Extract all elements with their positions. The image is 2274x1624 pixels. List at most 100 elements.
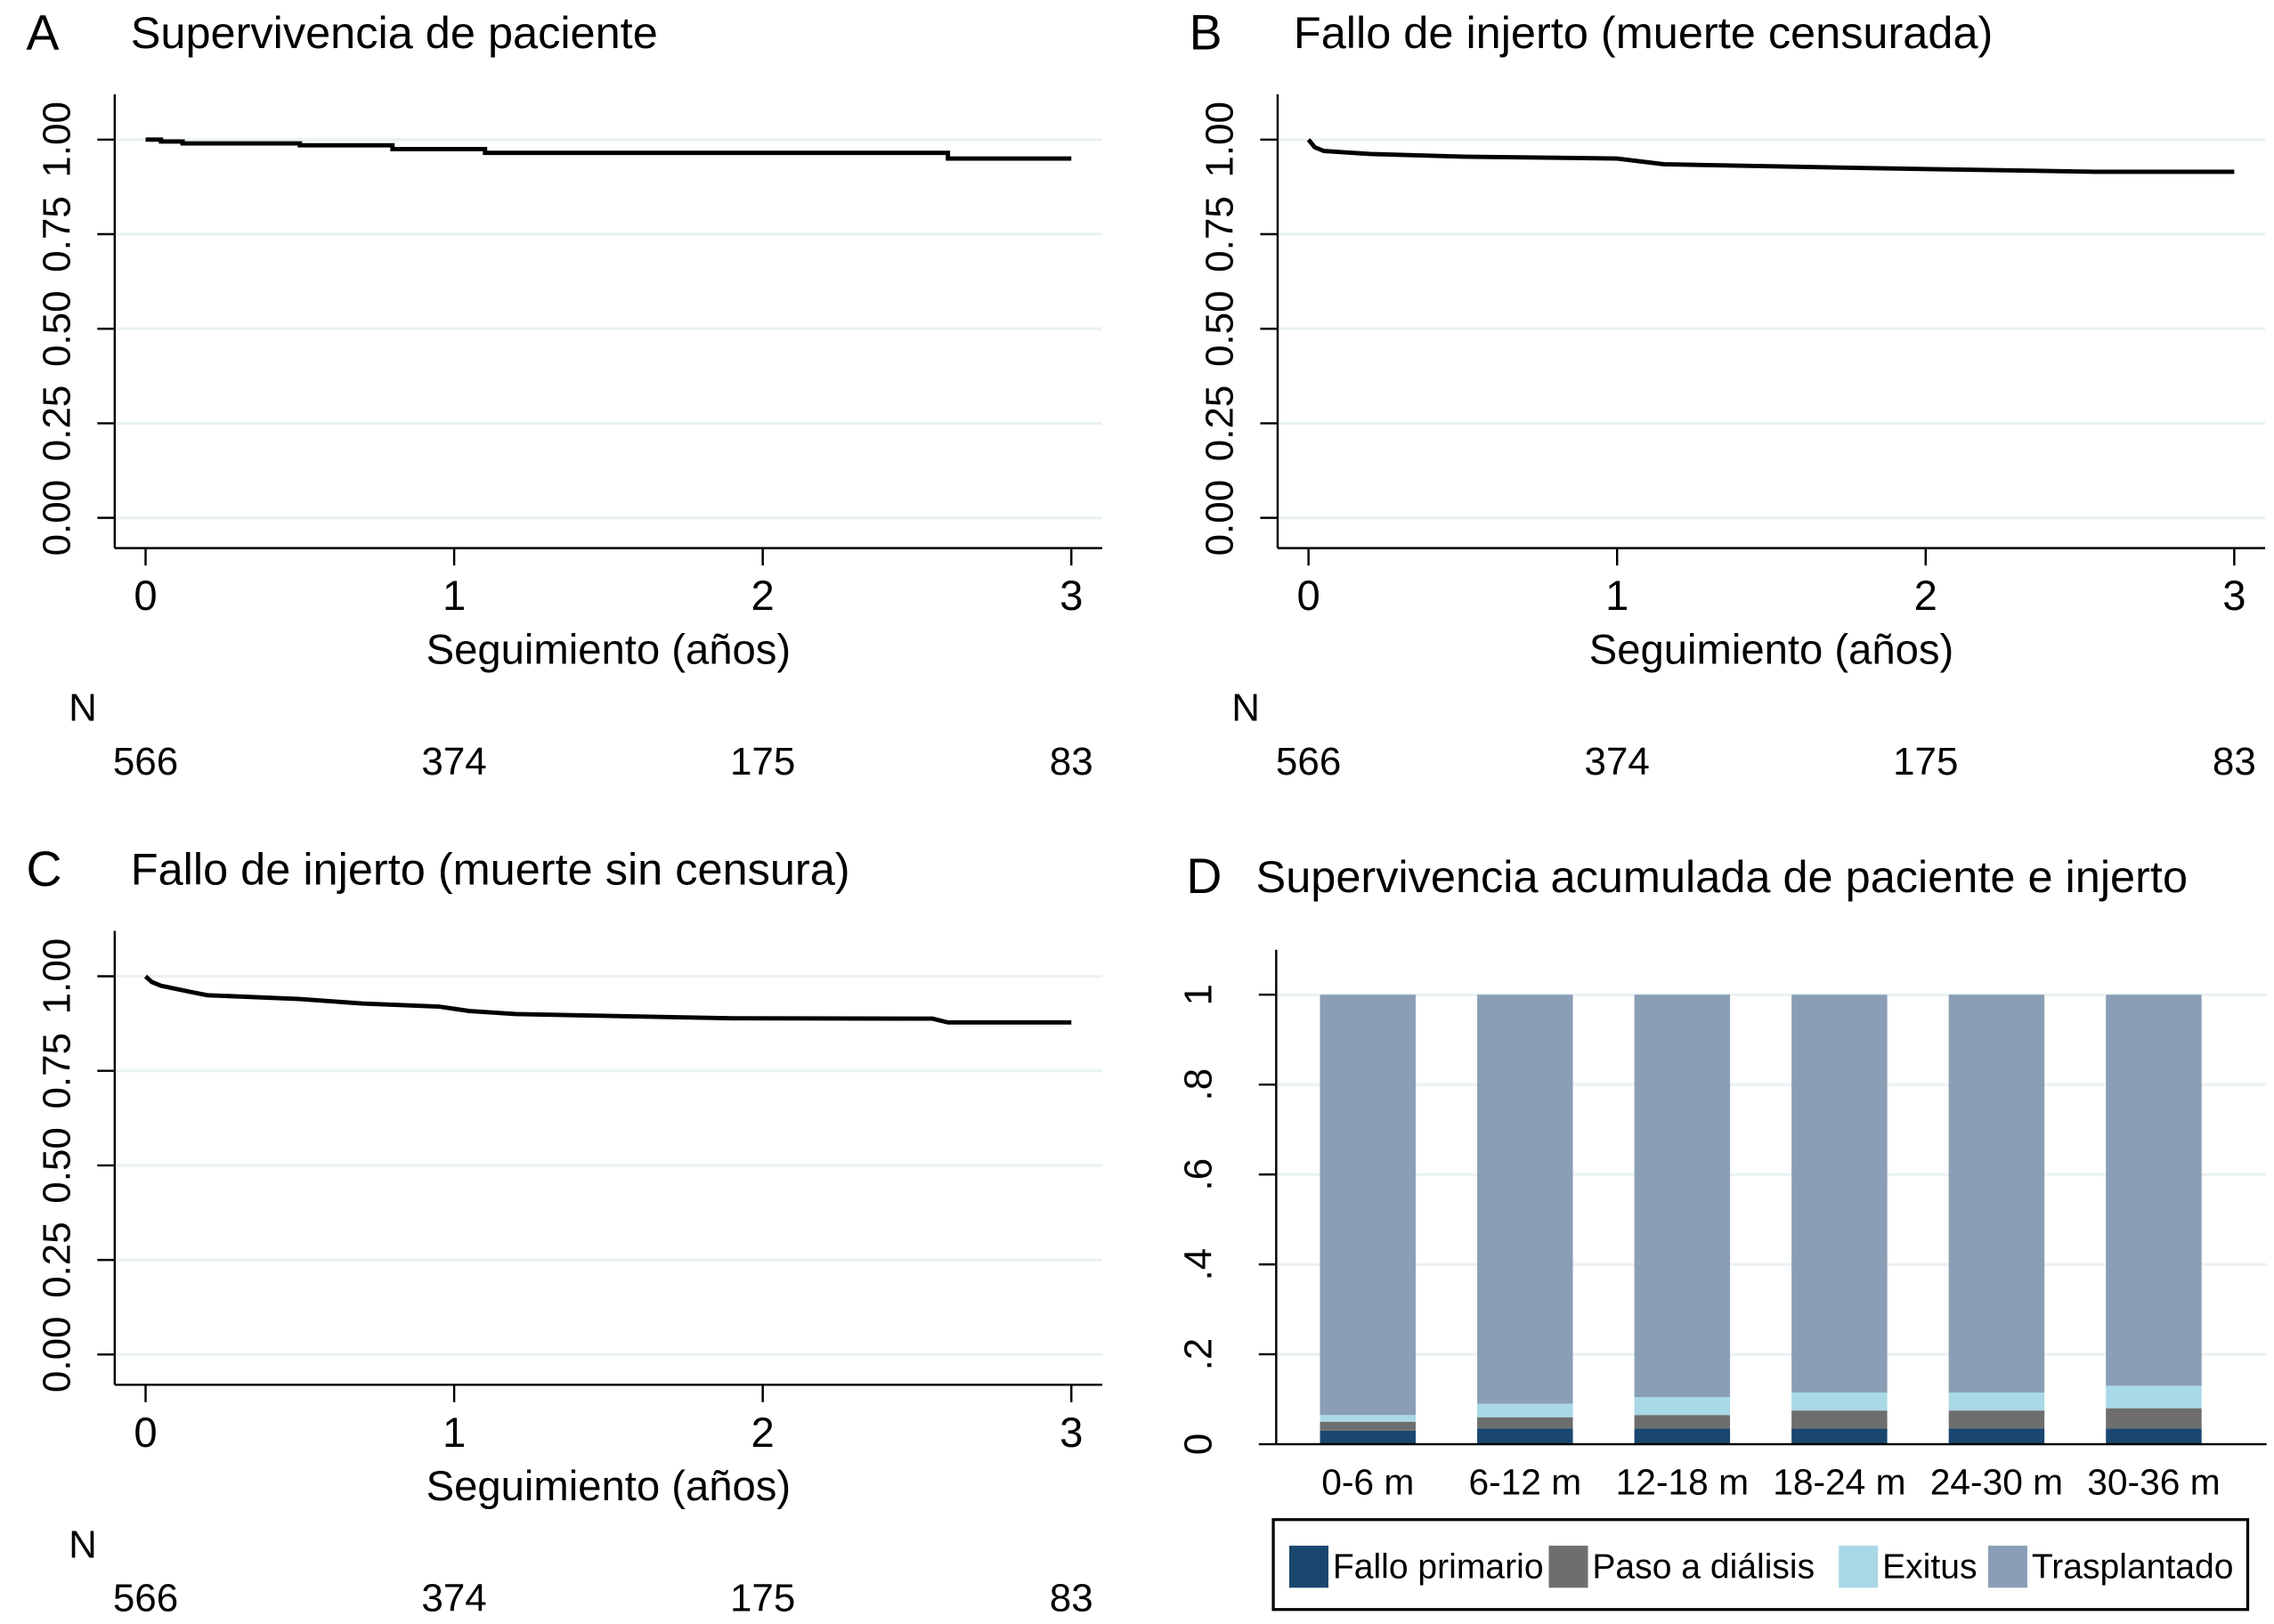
bar-segment: [1634, 1415, 1731, 1429]
bar-segment: [1791, 1392, 1888, 1411]
legend-label: Paso a diálisis: [1592, 1547, 1815, 1586]
legend-label: Trasplantado: [2032, 1547, 2234, 1586]
panel-label: C: [27, 841, 62, 897]
at-risk-value: 175: [730, 740, 795, 784]
at-risk-value: 83: [1050, 740, 1093, 784]
panel-label: D: [1186, 849, 1222, 904]
at-risk-value: 374: [421, 740, 486, 784]
x-tick-label: 12-18 m: [1616, 1461, 1749, 1502]
y-tick-label: 0.00: [1198, 480, 1242, 556]
y-tick-label: 0.75: [36, 196, 79, 272]
at-risk-value: 175: [1893, 740, 1958, 784]
bar-segment: [1320, 1415, 1417, 1422]
x-axis-title: Seguimiento (años): [1589, 626, 1953, 673]
panel-label: A: [27, 4, 60, 60]
y-tick-label: 0.25: [36, 386, 79, 462]
at-risk-label: N: [69, 1522, 97, 1566]
y-tick-label: 0.25: [1198, 386, 1242, 462]
bar-segment: [1948, 995, 2045, 1393]
at-risk-value: 175: [730, 1577, 795, 1620]
y-tick-label: 0: [1176, 1433, 1220, 1455]
at-risk-label: N: [69, 686, 97, 730]
x-tick-label: 0-6 m: [1321, 1461, 1414, 1502]
at-risk-value: 566: [113, 740, 178, 784]
chart-title: Fallo de injerto (muerte sin censura): [131, 844, 850, 895]
legend-swatch: [1289, 1546, 1328, 1588]
x-axis-title: Seguimiento (años): [426, 1463, 791, 1510]
bar-segment: [1634, 1428, 1731, 1445]
at-risk-label: N: [1231, 686, 1260, 730]
y-tick-label: 0.50: [36, 1127, 79, 1204]
survival-line: [1306, 138, 2235, 175]
bar-segment: [2106, 1408, 2202, 1429]
x-tick-label: 30-36 m: [2087, 1461, 2220, 1502]
bar-segment: [1477, 1403, 1573, 1417]
x-tick-label: 0: [134, 572, 157, 620]
bar-segment: [1477, 1417, 1573, 1429]
legend-swatch: [1548, 1546, 1588, 1588]
panel-label: B: [1190, 4, 1222, 60]
legend-label: Exitus: [1882, 1547, 1977, 1586]
x-tick-label: 1: [1605, 572, 1628, 620]
survival-line: [143, 974, 1072, 1025]
x-tick-label: 24-30 m: [1930, 1461, 2063, 1502]
bar-segment: [1948, 1392, 2045, 1411]
bar-segment: [2106, 1385, 2202, 1409]
x-tick-label: 3: [1060, 1409, 1083, 1457]
y-tick-label: 1.00: [36, 938, 79, 1015]
legend-swatch: [1987, 1546, 2027, 1588]
bar-segment: [1320, 1421, 1417, 1431]
y-tick-label: 0.50: [1198, 290, 1242, 367]
y-tick-label: 1.00: [1198, 102, 1242, 178]
x-tick-label: 2: [751, 1409, 775, 1457]
x-tick-label: 2: [1914, 572, 1937, 620]
x-tick-label: 3: [2222, 572, 2246, 620]
y-tick-label: 0.50: [36, 290, 79, 367]
y-tick-label: 0.00: [36, 1317, 79, 1393]
bar-segment: [1948, 1410, 2045, 1429]
at-risk-value: 566: [113, 1577, 178, 1620]
bar-segment: [1948, 1428, 2045, 1445]
y-tick-label: .4: [1176, 1248, 1220, 1281]
x-tick-label: 3: [1060, 572, 1083, 620]
bar-segment: [1320, 1430, 1417, 1445]
x-tick-label: 18-24 m: [1773, 1461, 1905, 1502]
y-tick-label: .8: [1176, 1068, 1220, 1101]
chart-title: Supervivencia de paciente: [131, 7, 658, 58]
at-risk-value: 83: [1050, 1577, 1093, 1620]
bar-segment: [1320, 995, 1417, 1416]
y-tick-label: .6: [1176, 1158, 1220, 1191]
bar-segment: [1634, 1397, 1731, 1416]
bar-segment: [1477, 995, 1573, 1404]
legend-swatch: [1839, 1546, 1879, 1588]
chart-title: Fallo de injerto (muerte censurada): [1294, 7, 1993, 58]
x-tick-label: 1: [443, 1409, 466, 1457]
at-risk-value: 83: [2213, 740, 2256, 784]
y-tick-label: 1.00: [36, 102, 79, 178]
y-tick-label: 0.00: [36, 480, 79, 556]
x-tick-label: 0: [134, 1409, 157, 1457]
y-tick-label: 0.75: [36, 1033, 79, 1109]
legend-label: Fallo primario: [1333, 1547, 1544, 1586]
x-tick-label: 0: [1296, 572, 1320, 620]
bar-segment: [1477, 1428, 1573, 1445]
legend-box: [1271, 1518, 2250, 1612]
y-tick-label: .2: [1176, 1338, 1220, 1371]
chart-title: Supervivencia acumulada de paciente e in…: [1256, 851, 2189, 902]
y-tick-label: 0.75: [1198, 196, 1242, 272]
survival-line: [145, 137, 1072, 161]
x-tick-label: 6-12 m: [1468, 1461, 1581, 1502]
bar-segment: [2106, 1428, 2202, 1445]
x-tick-label: 1: [443, 572, 466, 620]
bar-segment: [1634, 995, 1731, 1398]
at-risk-value: 374: [421, 1577, 486, 1620]
at-risk-value: 566: [1276, 740, 1341, 784]
bar-segment: [1791, 1410, 1888, 1429]
bar-segment: [2106, 995, 2202, 1386]
y-tick-label: 1: [1176, 984, 1220, 1005]
x-tick-label: 2: [751, 572, 775, 620]
x-axis-title: Seguimiento (años): [426, 626, 791, 673]
at-risk-value: 374: [1585, 740, 1650, 784]
bar-segment: [1791, 1428, 1888, 1445]
